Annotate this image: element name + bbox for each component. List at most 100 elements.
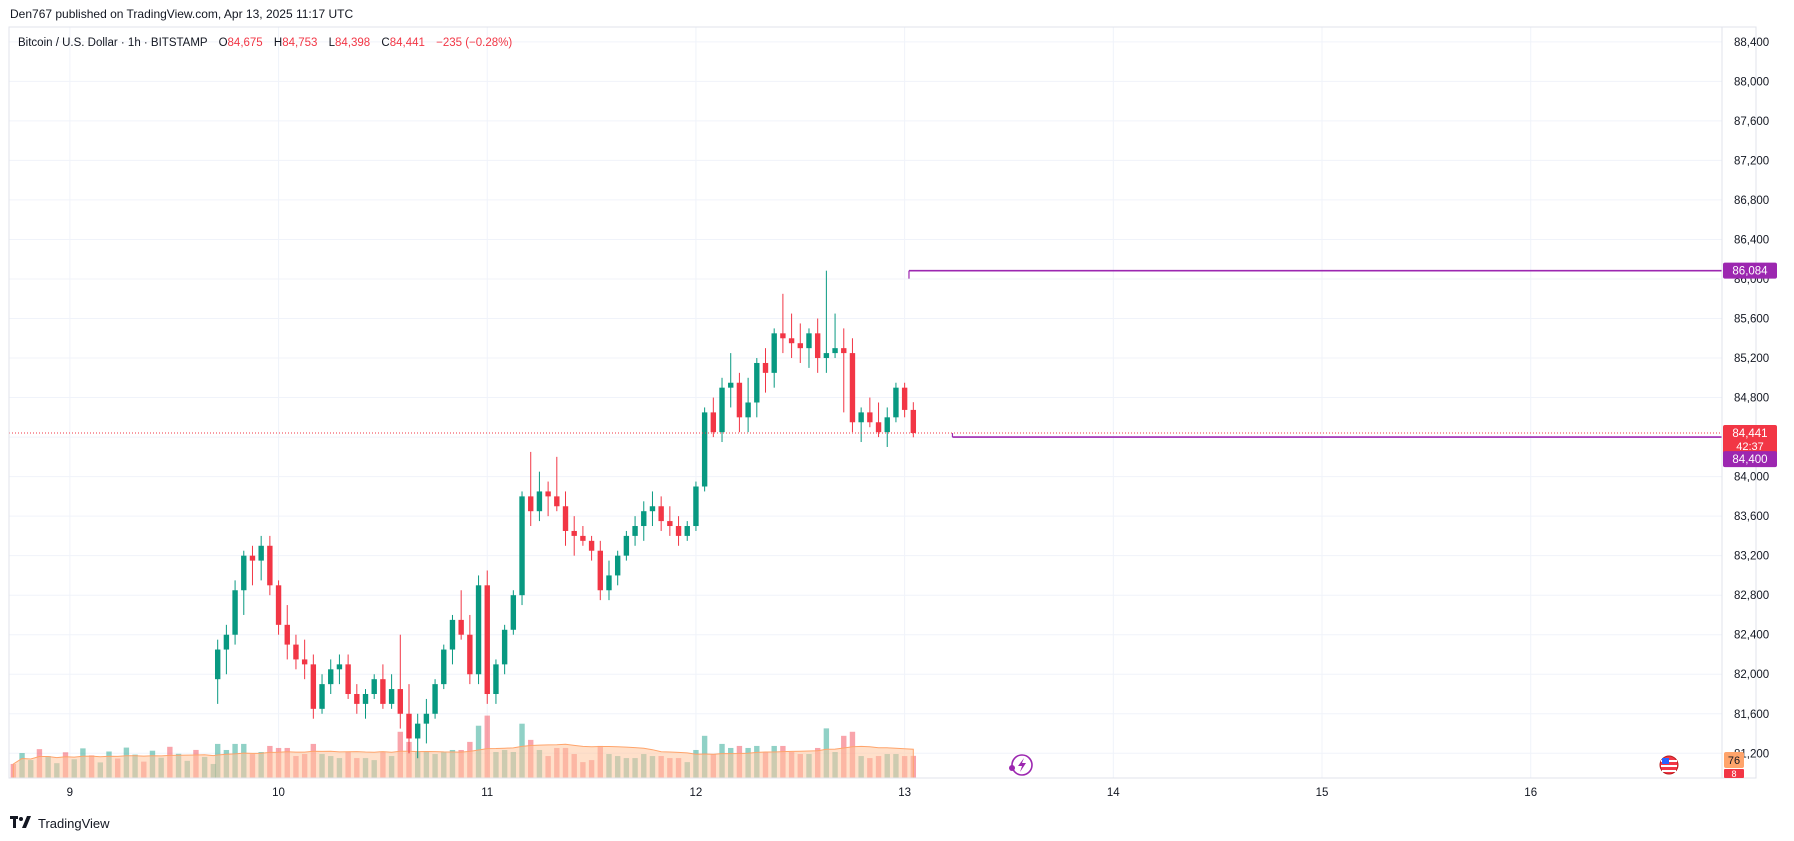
plot-frame	[8, 26, 1757, 779]
candle-body	[823, 353, 830, 359]
candle-body	[910, 409, 917, 434]
candle-body	[667, 521, 673, 527]
candle-body	[771, 333, 777, 373]
candle-body	[588, 540, 595, 551]
candle-body	[354, 694, 360, 704]
price-tick-label: 85,600	[1734, 314, 1769, 326]
price-axis[interactable]: 81,20081,60082,00082,40082,80083,20083,6…	[1734, 37, 1769, 760]
candle-body	[701, 412, 708, 487]
legend-close-value: 84,441	[390, 37, 425, 49]
time-tick-label: 13	[898, 787, 911, 799]
candle-body	[649, 506, 656, 512]
candle-body	[710, 412, 717, 433]
candle-body	[319, 684, 325, 709]
candle-body	[432, 684, 438, 714]
legend-low-label: L	[329, 37, 336, 49]
legend-high-label: H	[274, 37, 282, 49]
price-tick-label: 83,600	[1734, 511, 1769, 523]
candle-body	[832, 348, 838, 354]
price-tick-label: 84,000	[1734, 472, 1769, 484]
candle-body	[858, 412, 864, 423]
candle-body	[728, 382, 734, 388]
candle-body	[571, 530, 577, 536]
horizontal-levels[interactable]	[908, 269, 1722, 438]
candle-body	[528, 496, 534, 512]
grid-lines	[9, 27, 1722, 778]
tv-logo-icon	[10, 815, 32, 831]
time-tick-label: 9	[67, 787, 73, 799]
candle-body	[293, 644, 299, 660]
chart-legend: Bitcoin / U.S. Dollar · 1h · BITSTAMP O8…	[18, 37, 512, 49]
candle-body	[562, 506, 569, 531]
candle-body	[684, 526, 690, 536]
candle-body	[519, 496, 525, 596]
candle-body	[510, 595, 517, 630]
legend-close-label: C	[381, 37, 389, 49]
legend-high-value: 84,753	[282, 37, 317, 49]
candle-body	[632, 526, 638, 536]
candle-body	[788, 338, 795, 344]
price-tick-label: 88,000	[1734, 76, 1769, 88]
price-tick-label: 85,200	[1734, 353, 1769, 365]
candle-body	[414, 723, 421, 739]
us-flag-event-icon[interactable]	[1659, 755, 1679, 775]
candle-body	[232, 590, 238, 635]
candle-body	[893, 387, 899, 418]
volume-moving-average	[12, 743, 914, 779]
candle-body	[554, 496, 560, 507]
candle-body	[345, 664, 351, 695]
candle-body	[397, 689, 403, 714]
price-tick-label: 84,800	[1734, 393, 1769, 405]
candle-body	[423, 713, 430, 724]
candle-body	[241, 555, 247, 591]
flash-event-icon[interactable]	[1009, 754, 1033, 776]
candle-body	[806, 333, 812, 349]
svg-text:8: 8	[1731, 769, 1736, 779]
svg-text:84,400: 84,400	[1732, 454, 1767, 466]
volume-bar	[484, 715, 490, 778]
time-tick-label: 10	[272, 787, 285, 799]
legend-low-value: 84,398	[335, 37, 370, 49]
candle-body	[641, 511, 647, 527]
candle-body	[362, 694, 369, 704]
candle-body	[754, 362, 760, 403]
candle-body	[406, 713, 412, 739]
candle-body	[380, 679, 386, 704]
candle-body	[545, 491, 551, 497]
time-tick-label: 12	[690, 787, 703, 799]
candle-body	[441, 649, 447, 685]
tradingview-brand[interactable]: TradingView	[10, 815, 110, 831]
price-tick-label: 87,600	[1734, 116, 1769, 128]
volume-badge-bottom: 8	[1724, 769, 1744, 779]
candle-body	[484, 585, 490, 695]
candle-body	[736, 382, 743, 418]
candle-body	[493, 664, 499, 695]
price-tick-label: 82,000	[1734, 669, 1769, 681]
candle-body	[875, 422, 882, 433]
brand-name: TradingView	[38, 815, 110, 831]
candle-body	[814, 333, 821, 359]
candle-body	[275, 585, 282, 625]
candle-body	[745, 402, 751, 418]
price-tick-label: 83,200	[1734, 551, 1769, 563]
price-tick-label: 86,400	[1734, 234, 1769, 246]
price-tick-label: 87,200	[1734, 155, 1769, 167]
candle-body	[249, 555, 256, 561]
legend-open-value: 84,675	[228, 37, 263, 49]
price-tick-label: 86,800	[1734, 195, 1769, 207]
time-axis[interactable]: 9 10 11 12 13 14 15 16	[67, 787, 1537, 799]
time-tick-label: 16	[1524, 787, 1537, 799]
candle-body	[267, 545, 273, 586]
time-tick-label: 14	[1107, 787, 1120, 799]
time-tick-label: 15	[1316, 787, 1329, 799]
candle-body	[901, 387, 908, 410]
candle-body	[614, 555, 621, 576]
candle-body	[719, 387, 725, 433]
resistance-badge: 86,084	[1723, 262, 1777, 279]
candlestick-series	[214, 270, 917, 759]
candle-body	[797, 343, 803, 349]
price-tick-label: 82,400	[1734, 630, 1769, 642]
candle-body	[301, 659, 308, 665]
candle-body	[606, 575, 612, 591]
